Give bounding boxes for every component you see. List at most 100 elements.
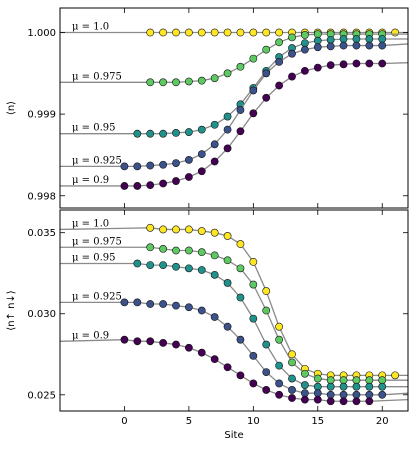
- bottom-data-point: [146, 223, 155, 232]
- bottom-data-point: [236, 293, 245, 302]
- bottom-data-point: [184, 225, 193, 234]
- bottom-data-point: [249, 314, 258, 323]
- bottom-xtick-label: 10: [247, 416, 260, 427]
- bottom-data-point: [159, 225, 168, 234]
- bottom-ytick-label: 0.025: [27, 390, 56, 401]
- bottom-data-point: [288, 358, 296, 367]
- top-data-point: [249, 54, 258, 63]
- bottom-data-point: [262, 340, 271, 349]
- top-data-point: [300, 31, 309, 39]
- top-data-point: [146, 129, 155, 138]
- top-data-point: [300, 39, 309, 47]
- bottom-data-point: [249, 257, 258, 266]
- bottom-data-point: [197, 266, 206, 274]
- top-series-label: μ = 1.0: [72, 21, 109, 32]
- bottom-data-point: [262, 306, 271, 315]
- top-data-point: [236, 106, 245, 114]
- top-data-point: [184, 77, 193, 86]
- bottom-series-label: μ = 0.925: [72, 291, 122, 302]
- bottom-data-point: [210, 251, 219, 260]
- top-series-label: μ = 0.925: [72, 155, 122, 166]
- top-data-point: [133, 129, 142, 138]
- top-data-point: [159, 78, 168, 87]
- bottom-data-point: [133, 259, 142, 268]
- top-data-point: [275, 28, 284, 37]
- bottom-data-point: [339, 390, 348, 399]
- top-series-label: μ = 0.9: [72, 175, 109, 186]
- top-data-point: [326, 61, 335, 70]
- bottom-series-4: μ = 0.9: [59, 330, 409, 406]
- top-data-point: [300, 45, 309, 54]
- bottom-data-point: [133, 298, 142, 307]
- bottom-series-label: μ = 0.9: [72, 330, 109, 341]
- bottom-data-point: [146, 243, 155, 252]
- bottom-xtick-label: 15: [311, 416, 324, 427]
- top-axes-frame: [59, 7, 409, 209]
- top-data-point: [365, 59, 374, 68]
- bottom-data-point: [197, 306, 206, 315]
- bottom-data-point: [197, 248, 206, 257]
- bottom-data-point: [120, 335, 129, 344]
- top-series-4: μ = 0.9: [60, 59, 409, 190]
- bottom-data-point: [313, 395, 322, 404]
- bottom-data-point: [339, 376, 348, 385]
- bottom-data-point: [249, 280, 258, 289]
- bottom-data-point: [288, 394, 296, 402]
- top-data-point: [275, 81, 284, 90]
- top-data-point: [184, 173, 193, 181]
- bottom-data-point: [326, 376, 335, 385]
- top-data-point: [288, 72, 296, 81]
- top-ytick-label: 1.000: [27, 28, 56, 39]
- top-data-point: [197, 76, 206, 85]
- bottom-data-point: [352, 376, 361, 385]
- bottom-data-point: [236, 371, 245, 380]
- top-series-2: μ = 0.95: [60, 35, 408, 138]
- bottom-data-point: [159, 339, 168, 347]
- top-ytick-label: 0.999: [27, 110, 56, 121]
- top-data-point: [300, 66, 309, 75]
- bottom-series-label: μ = 1.0: [72, 218, 109, 229]
- top-data-point: [223, 69, 232, 78]
- bottom-data-point: [236, 264, 245, 273]
- bottom-xtick-label: 5: [186, 416, 192, 427]
- bottom-xtick-label: 20: [376, 416, 389, 427]
- top-data-point: [365, 41, 374, 50]
- top-data-point: [262, 28, 271, 37]
- bottom-data-point: [352, 390, 361, 399]
- top-data-point: [249, 109, 258, 118]
- bottom-data-point: [275, 390, 284, 399]
- top-data-point: [210, 157, 219, 166]
- bottom-data-point: [288, 374, 296, 383]
- bottom-data-point: [184, 343, 193, 352]
- bottom-data-point: [159, 261, 168, 270]
- bottom-series-0: μ = 1.0: [59, 218, 408, 380]
- top-data-point: [210, 140, 219, 149]
- top-data-point: [197, 28, 206, 37]
- bottom-data-point: [378, 390, 387, 399]
- top-ylabel: ⟨n⟩: [6, 101, 17, 115]
- top-data-point: [172, 177, 180, 185]
- bottom-data-point: [223, 279, 232, 287]
- bottom-data-point: [172, 225, 180, 234]
- top-series-3: μ = 0.925: [60, 41, 409, 171]
- bottom-data-point: [210, 313, 219, 321]
- bottom-data-point: [378, 382, 387, 391]
- bottom-series-line: [60, 262, 408, 388]
- bottom-data-point: [339, 397, 348, 406]
- bottom-data-point: [326, 397, 335, 406]
- top-data-point: [236, 127, 245, 136]
- top-data-point: [236, 28, 245, 37]
- bottom-data-point: [223, 363, 232, 372]
- bottom-data-point: [172, 262, 180, 271]
- bottom-data-point: [288, 350, 296, 359]
- top-data-point: [120, 182, 129, 190]
- bottom-data-point: [184, 264, 193, 273]
- bottom-data-point: [249, 379, 258, 388]
- bottom-data-point: [288, 386, 296, 394]
- top-data-point: [275, 38, 284, 47]
- top-data-point: [352, 35, 361, 43]
- bottom-series-line: [59, 339, 409, 402]
- top-data-point: [326, 42, 335, 51]
- top-data-point: [223, 125, 232, 134]
- bottom-ytick-label: 0.030: [27, 309, 56, 320]
